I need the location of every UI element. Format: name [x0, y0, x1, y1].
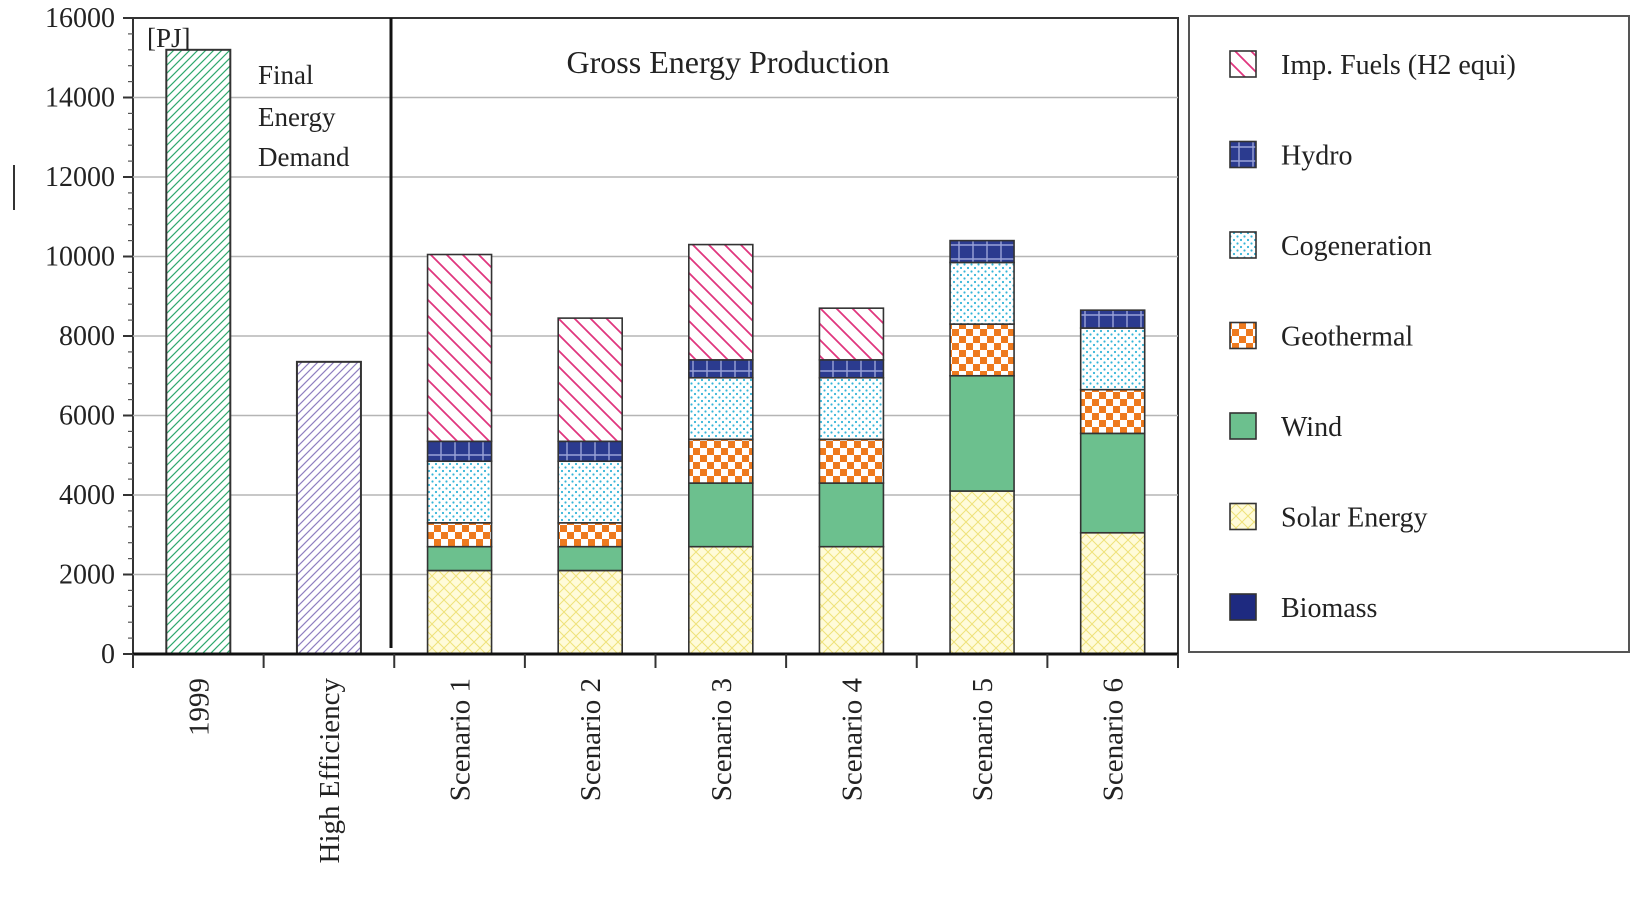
legend-swatch [1229, 50, 1257, 78]
bar-segment [1079, 327, 1146, 391]
bar-segment [1079, 309, 1146, 329]
legend-label: Imp. Fuels (H2 equi) [1281, 50, 1516, 81]
y-tick-label: 2000 [59, 560, 115, 591]
y-tick-label: 6000 [59, 401, 115, 432]
bar-segment [1079, 531, 1146, 655]
bar-segment [426, 440, 493, 463]
bar-segment [949, 239, 1015, 264]
bar-demand [165, 48, 232, 656]
bar-segment [557, 545, 623, 572]
legend-label: Hydro [1281, 141, 1353, 172]
y-tick-label: 10000 [45, 242, 115, 273]
y-tick-label: 4000 [59, 480, 115, 511]
bar-segment [426, 253, 493, 443]
bar-segment [688, 438, 754, 484]
bar-segment [426, 545, 493, 572]
y-tick-label: 0 [101, 639, 115, 670]
annotation-line-2: Energy [258, 102, 336, 132]
bar-segment [949, 261, 1015, 325]
y-tick-label: 14000 [45, 83, 115, 114]
bar-segment [1079, 432, 1146, 534]
bar-segment [818, 359, 885, 379]
bar-segment [949, 374, 1015, 492]
legend-item: Geothermal [1229, 321, 1413, 353]
bar-segment [818, 438, 885, 484]
bar-segment [557, 317, 623, 443]
bar-segment [818, 482, 885, 548]
legend-swatch [1229, 412, 1257, 440]
bar-segment [557, 569, 623, 655]
x-tick-label: Scenario 4 [836, 678, 868, 802]
bar-segment [688, 482, 754, 548]
bar-segment [688, 243, 754, 361]
bar-segment [557, 522, 623, 548]
bar-segment [688, 376, 754, 441]
bar-segment [688, 359, 754, 379]
legend-swatch [1229, 593, 1257, 621]
bar-segment [818, 545, 885, 655]
bar-segment [557, 440, 623, 463]
legend-item: Imp. Fuels (H2 equi) [1229, 50, 1516, 81]
bar-segment [426, 460, 493, 524]
bar-segment [557, 460, 623, 524]
legend-swatch [1229, 502, 1257, 531]
chart-title: Gross Energy Production [567, 44, 890, 80]
legend-item: Biomass [1229, 593, 1377, 624]
annotation-line-1: Final [258, 60, 314, 90]
legend-label: Wind [1281, 412, 1342, 443]
x-tick-label: Scenario 5 [967, 678, 999, 801]
legend-item: Solar Energy [1229, 502, 1427, 534]
x-tick-label: Scenario 3 [706, 678, 738, 801]
bars [165, 48, 1146, 656]
x-tick-label: 1999 [183, 678, 215, 736]
bar-segment [1079, 388, 1146, 435]
legend-label: Geothermal [1281, 322, 1413, 353]
bar-segment [949, 490, 1015, 655]
legend-item: Wind [1229, 412, 1342, 443]
unit-label: [PJ] [147, 23, 191, 53]
legend-item: Cogeneration [1229, 231, 1432, 262]
legend-swatch [1229, 321, 1257, 350]
legend-swatch [1229, 231, 1257, 259]
y-tick-label: 8000 [59, 321, 115, 352]
y-tick-label: 16000 [45, 3, 115, 34]
x-axis: 1999 High Efficiency Scenario 1 Scenario 2 S… [132, 654, 1179, 864]
legend-label: Cogeneration [1281, 231, 1432, 262]
legend-box [1188, 15, 1630, 653]
legend-label: Solar Energy [1281, 503, 1427, 534]
annotation-line-3: Demand [258, 142, 350, 172]
bar-segment [818, 307, 885, 361]
y-axis: 0 2000 4000 6000 8000 10000 12000 14000 16000 [45, 3, 133, 670]
legend-swatch [1229, 140, 1257, 169]
bar-demand [295, 360, 362, 655]
x-tick-label: Scenario 6 [1098, 678, 1130, 801]
x-tick-label: Scenario 2 [575, 678, 607, 801]
legend-label: Biomass [1281, 593, 1377, 624]
y-tick-label: 12000 [45, 162, 115, 193]
x-tick-label: High Efficiency [314, 678, 346, 864]
bar-segment [949, 323, 1015, 377]
bar-segment [426, 522, 493, 548]
x-tick-label: Scenario 1 [445, 678, 477, 801]
bar-segment [688, 545, 754, 655]
legend: Imp. Fuels (H2 equi) Hydro Cogeneration Geo… [1229, 50, 1516, 624]
bar-segment [818, 376, 885, 441]
bar-segment [426, 569, 493, 655]
legend-item: Hydro [1229, 140, 1353, 172]
